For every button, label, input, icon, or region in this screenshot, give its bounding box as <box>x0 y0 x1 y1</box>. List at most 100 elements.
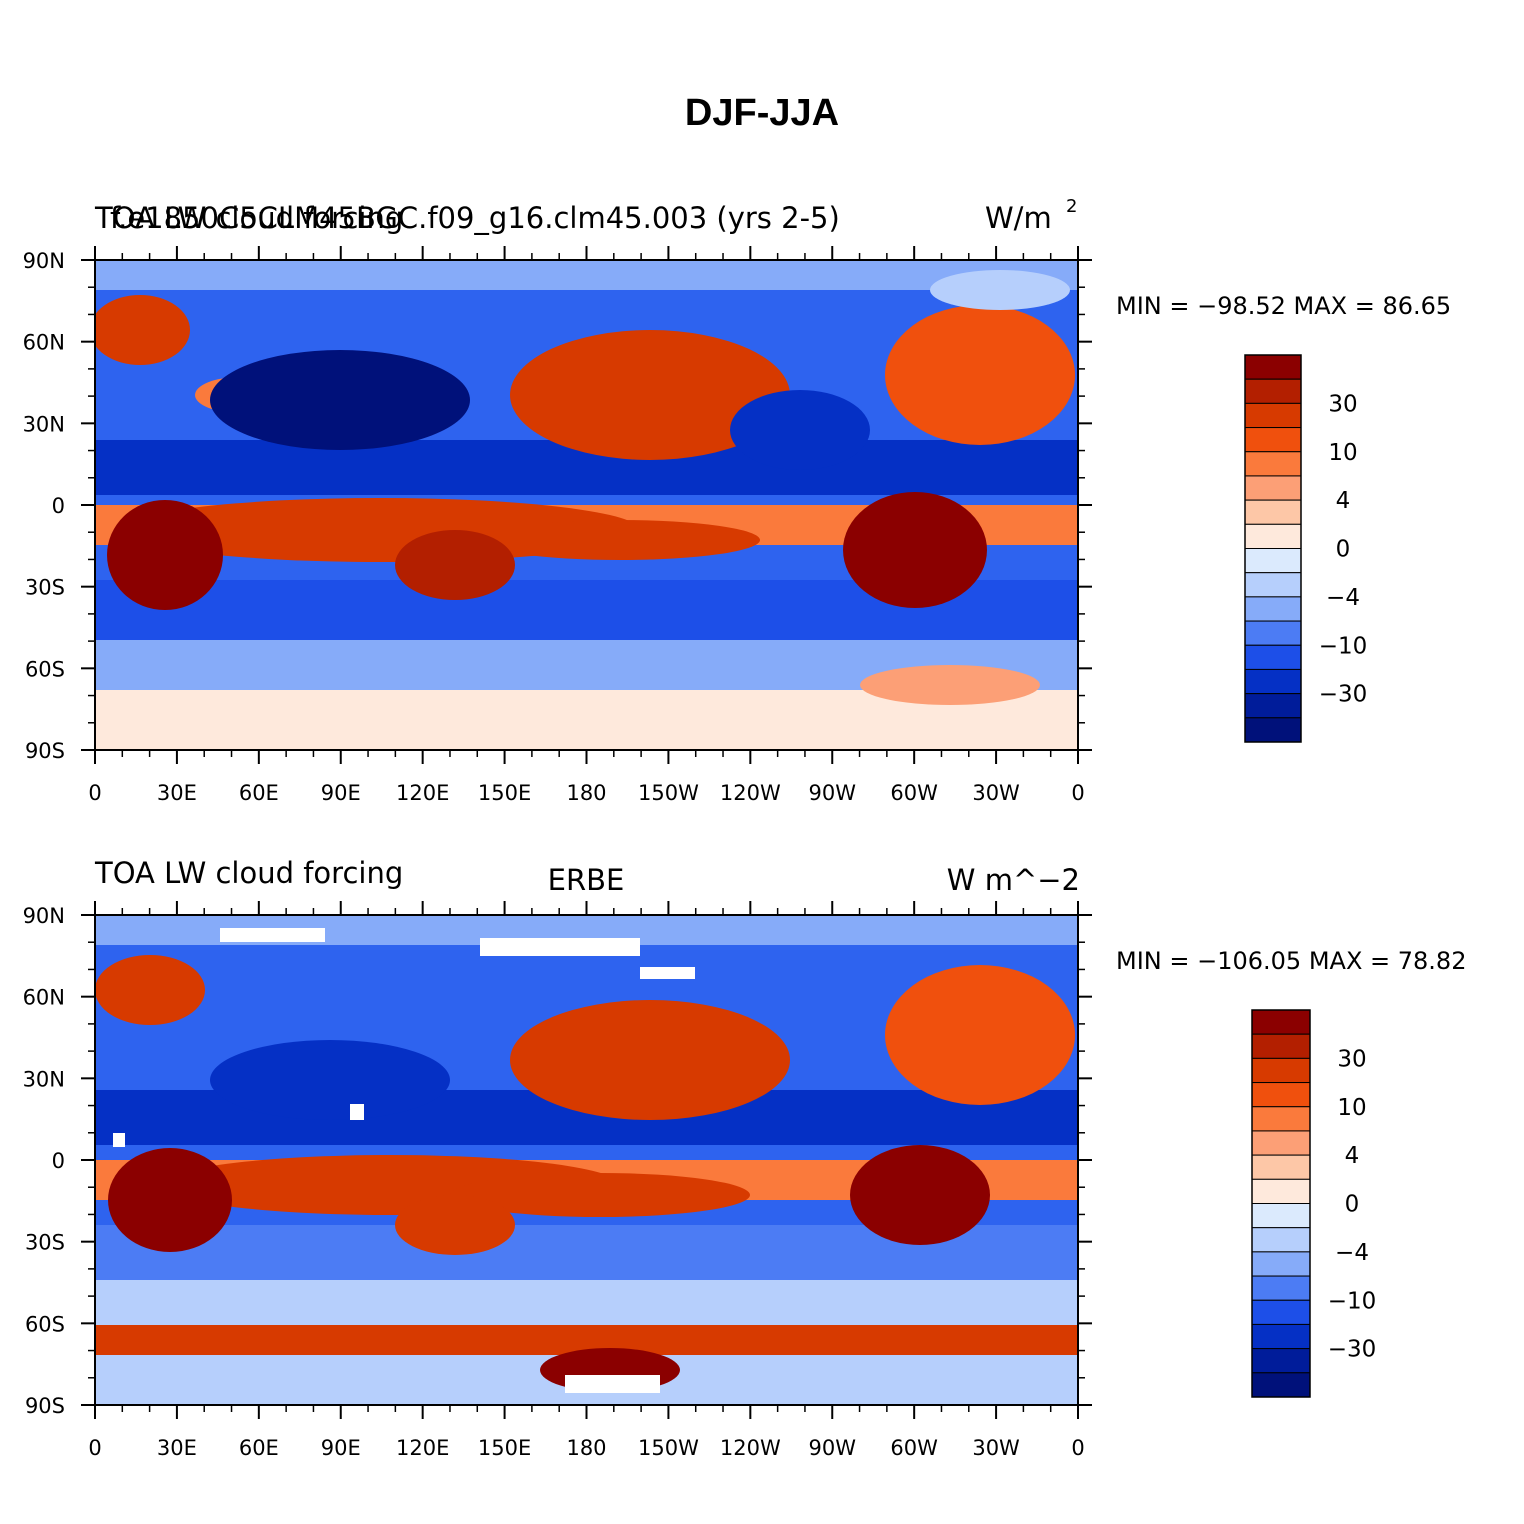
model-lon-label: 60W <box>890 781 938 805</box>
model-weddell-orange <box>860 665 1040 705</box>
model-lon-label: 120E <box>396 781 449 805</box>
obs-missing-data-1 <box>220 928 325 942</box>
model-lat-label: 90S <box>25 739 65 763</box>
model-north-pacific-red <box>510 330 790 460</box>
obs-lon-label: 90E <box>321 1436 361 1460</box>
obs-colorbar-box <box>1251 1130 1311 1156</box>
obs-missing-data-5 <box>350 1104 364 1120</box>
obs-center-title: ERBE <box>548 863 625 897</box>
model-min-max: MIN = −98.52 MAX = 86.65 <box>1116 292 1451 320</box>
panel-obs: TOA LW cloud forcing ERBE W m^−2 <box>23 856 1467 1460</box>
obs-missing-data-6 <box>565 1375 660 1393</box>
obs-missing-data-3 <box>640 967 695 979</box>
model-south-america-max <box>843 492 987 608</box>
model-colorbar-box <box>1244 548 1302 574</box>
obs-colorbar-box <box>1251 1057 1311 1084</box>
model-colorbar-box <box>1244 354 1302 380</box>
model-greenland-light <box>930 270 1070 310</box>
obs-colorbar-label: −4 <box>1335 1240 1369 1266</box>
model-arctic-band <box>95 260 1078 290</box>
model-lon-label: 150E <box>478 781 531 805</box>
obs-lat-label: 30S <box>25 1231 65 1255</box>
obs-colorbar-box <box>1251 1106 1311 1132</box>
model-lon-label: 90W <box>809 781 857 805</box>
model-colorbar-box <box>1244 644 1302 670</box>
model-colorbar-box <box>1244 693 1302 719</box>
model-lon-label: 0 <box>1071 781 1084 805</box>
obs-lon-label: 180 <box>566 1436 606 1460</box>
model-lat-label: 30N <box>23 412 65 436</box>
obs-lat-label: 0 <box>52 1149 65 1173</box>
obs-lon-label: 150W <box>638 1436 699 1460</box>
obs-colorbar-label: 10 <box>1337 1095 1366 1121</box>
obs-lat-label: 30N <box>23 1067 65 1091</box>
model-lon-label: 30W <box>972 781 1020 805</box>
obs-min-max: MIN = −106.05 MAX = 78.82 <box>1116 947 1466 975</box>
model-colorbar-label: 30 <box>1328 391 1357 417</box>
model-lon-label: 150W <box>638 781 699 805</box>
model-europe-red <box>95 295 190 365</box>
model-lat-label: 60N <box>23 331 65 355</box>
model-colorbar-box <box>1244 378 1302 404</box>
model-colorbar-box <box>1244 620 1302 646</box>
obs-lon-label: 150E <box>478 1436 531 1460</box>
obs-europe-red <box>95 955 205 1025</box>
model-lon-label: 180 <box>566 781 606 805</box>
obs-left-title: TOA LW cloud forcing <box>94 856 403 890</box>
model-south-pacific-red <box>480 520 760 560</box>
obs-colorbar-box <box>1251 1275 1311 1301</box>
model-australia-red <box>395 530 515 600</box>
obs-colorbar-label: 0 <box>1345 1192 1360 1218</box>
obs-lon-label: 120E <box>396 1436 449 1460</box>
obs-colorbar-box <box>1251 1009 1311 1035</box>
obs-colorbar-box <box>1251 1203 1311 1229</box>
obs-colorbar-frame <box>1251 1009 1311 1398</box>
obs-africa-max <box>108 1148 232 1252</box>
model-colorbar-box <box>1244 499 1302 525</box>
model-colorbar-box <box>1244 451 1302 477</box>
obs-axis-ticks: 90N 60N 30N 0 30S 60S 90S 0 30E 60E 90E 120E 150E 180… <box>23 901 1092 1460</box>
model-colorbar-box <box>1244 475 1302 501</box>
obs-colorbar-box <box>1251 1251 1311 1277</box>
obs-units: W m^−2 <box>947 863 1080 897</box>
obs-colorbar-box <box>1251 1154 1311 1180</box>
model-units-sup: 2 <box>1066 196 1077 217</box>
model-colorbar-box <box>1244 717 1302 743</box>
model-left-title-a: TOA LW cloud forcing <box>94 201 403 235</box>
model-colorbar-label: −4 <box>1326 585 1360 611</box>
obs-lon-label: 120W <box>720 1436 781 1460</box>
obs-colorbar: 30 10 4 0 −4 −10 −30 <box>1251 1009 1377 1398</box>
model-colorbar-box <box>1244 572 1302 598</box>
obs-south-america-max <box>850 1145 990 1245</box>
obs-colorbar-box <box>1251 1227 1311 1253</box>
obs-lat-label: 90S <box>25 1394 65 1418</box>
obs-asia-blue <box>210 1040 450 1120</box>
obs-colorbar-box <box>1251 1348 1311 1374</box>
obs-colorbar-label: −10 <box>1328 1288 1377 1314</box>
obs-australia-red <box>395 1195 515 1255</box>
model-africa-max <box>107 500 223 610</box>
obs-north-atlantic-red <box>885 965 1075 1105</box>
obs-colorbar-box <box>1251 1299 1311 1325</box>
obs-colorbar-box <box>1251 1082 1311 1108</box>
model-lat-label: 60S <box>25 657 65 681</box>
model-lon-label: 120W <box>720 781 781 805</box>
model-lat-label: 90N <box>23 249 65 273</box>
model-colorbar-label: 4 <box>1336 488 1351 514</box>
model-lon-label: 90E <box>321 781 361 805</box>
obs-missing-data-2 <box>480 938 640 956</box>
obs-lat-label: 60S <box>25 1312 65 1336</box>
obs-lon-label: 0 <box>88 1436 101 1460</box>
figure-title: DJF-JJA <box>684 92 840 134</box>
obs-north-pacific-red <box>510 1000 790 1120</box>
obs-lon-label: 0 <box>1071 1436 1084 1460</box>
obs-colorbar-box <box>1251 1323 1311 1350</box>
obs-colorbar-label: 30 <box>1337 1046 1366 1072</box>
obs-lat-label: 90N <box>23 904 65 928</box>
model-asia-deepblue <box>210 350 470 450</box>
model-lat-label: 0 <box>52 494 65 518</box>
obs-colorbar-box <box>1251 1033 1311 1059</box>
model-colorbar-label: 10 <box>1328 440 1357 466</box>
obs-map-field <box>95 915 1078 1405</box>
obs-colorbar-label: 4 <box>1345 1143 1360 1169</box>
